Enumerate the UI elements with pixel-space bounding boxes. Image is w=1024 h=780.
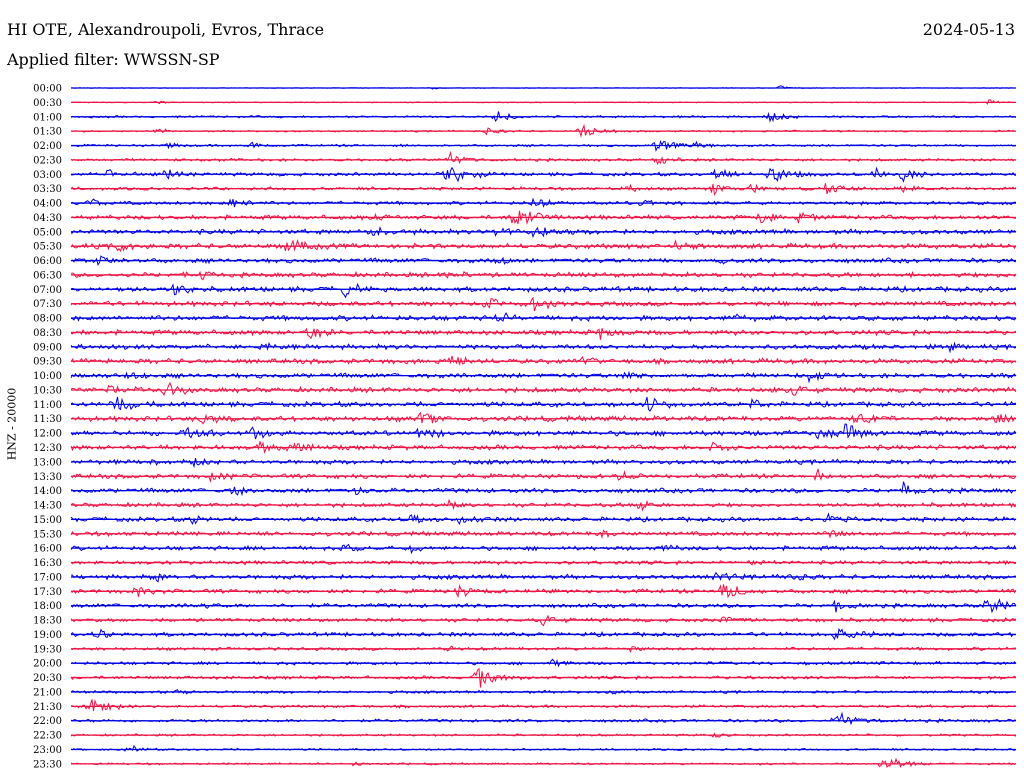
time-tick-label: 19:30 [33, 644, 62, 655]
time-tick-label: 03:00 [33, 170, 62, 181]
time-tick-label: 06:30 [33, 270, 62, 281]
time-tick-label: 16:00 [33, 544, 62, 555]
trace-0730 [70, 296, 1017, 312]
time-tick-label: 22:30 [33, 731, 62, 742]
trace-2130 [70, 699, 1017, 712]
trace-0700 [70, 282, 1017, 299]
time-tick-label: 23:30 [33, 759, 62, 770]
time-tick-label: 11:00 [33, 400, 62, 411]
trace-0430 [70, 210, 1016, 225]
time-tick-label: 02:00 [33, 141, 62, 152]
time-tick-label: 13:00 [33, 457, 62, 468]
time-tick-label: 21:30 [33, 702, 62, 713]
time-tick-label: 00:30 [33, 98, 62, 109]
time-tick-label: 08:00 [33, 314, 62, 325]
time-tick-label: 02:30 [33, 155, 62, 166]
trace-0500 [70, 226, 1017, 239]
trace-1230 [70, 441, 1017, 454]
time-tick-label: 14:30 [33, 501, 62, 512]
time-tick-label: 20:30 [33, 673, 62, 684]
time-tick-label: 15:30 [33, 529, 62, 540]
time-tick-label: 04:00 [33, 199, 62, 210]
trace-2300 [70, 744, 1017, 752]
time-tick-label: 04:30 [33, 213, 62, 224]
trace-1400 [70, 481, 1017, 497]
time-tick-label: 15:00 [33, 515, 62, 526]
time-tick-label: 14:00 [33, 486, 62, 497]
time-tick-label: 18:30 [33, 616, 62, 627]
time-tick-label: 07:00 [33, 285, 62, 296]
time-tick-label: 08:30 [33, 328, 62, 339]
filter-label: Applied filter: WWSSN-SP [7, 50, 220, 69]
trace-0830 [70, 327, 1017, 340]
trace-1930 [70, 645, 1017, 653]
time-tick-label: 11:30 [33, 414, 62, 425]
time-tick-label: 17:00 [33, 572, 62, 583]
time-tick-label: 10:00 [33, 371, 62, 382]
trace-0630 [70, 270, 1017, 281]
time-tick-label: 00:00 [33, 84, 62, 95]
time-tick-label: 22:00 [33, 716, 62, 727]
trace-1200 [70, 423, 1017, 440]
trace-0800 [70, 311, 1017, 323]
trace-1730 [70, 583, 1017, 599]
time-tick-label: 09:00 [33, 342, 62, 353]
trace-0230 [70, 150, 1017, 166]
trace-1130 [70, 411, 1017, 425]
time-tick-label: 03:30 [33, 184, 62, 195]
trace-1000 [70, 370, 1017, 384]
plot-date: 2024-05-13 [922, 20, 1015, 39]
time-tick-label: 12:00 [33, 429, 62, 440]
time-tick-label: 01:00 [33, 112, 62, 123]
time-tick-label: 10:30 [33, 385, 62, 396]
time-tick-label: 19:00 [33, 630, 62, 641]
trace-1830 [70, 614, 1017, 627]
time-tick-label: 20:00 [33, 659, 62, 670]
time-tick-label: 21:00 [33, 687, 62, 698]
time-tick-label: 16:30 [33, 558, 62, 569]
station-title: HI OTE, Alexandroupoli, Evros, Thrace [7, 20, 325, 39]
time-tick-label: 17:30 [33, 587, 62, 598]
trace-2200 [70, 711, 1017, 726]
trace-2330 [70, 757, 1017, 769]
time-tick-label: 05:00 [33, 227, 62, 238]
time-tick-label: 09:30 [33, 357, 62, 368]
trace-1330 [70, 468, 1017, 484]
time-tick-label: 05:30 [33, 242, 62, 253]
time-tick-label: 23:00 [33, 745, 62, 756]
time-tick-label: 01:30 [33, 127, 62, 138]
time-tick-label: 18:00 [33, 601, 62, 612]
time-tick-label: 12:30 [33, 443, 62, 454]
trace-0930 [70, 355, 1017, 366]
time-tick-label: 07:30 [33, 299, 62, 310]
time-tick-label: 13:30 [33, 472, 62, 483]
time-tick-label: 06:00 [33, 256, 62, 267]
trace-1030 [70, 381, 1017, 396]
